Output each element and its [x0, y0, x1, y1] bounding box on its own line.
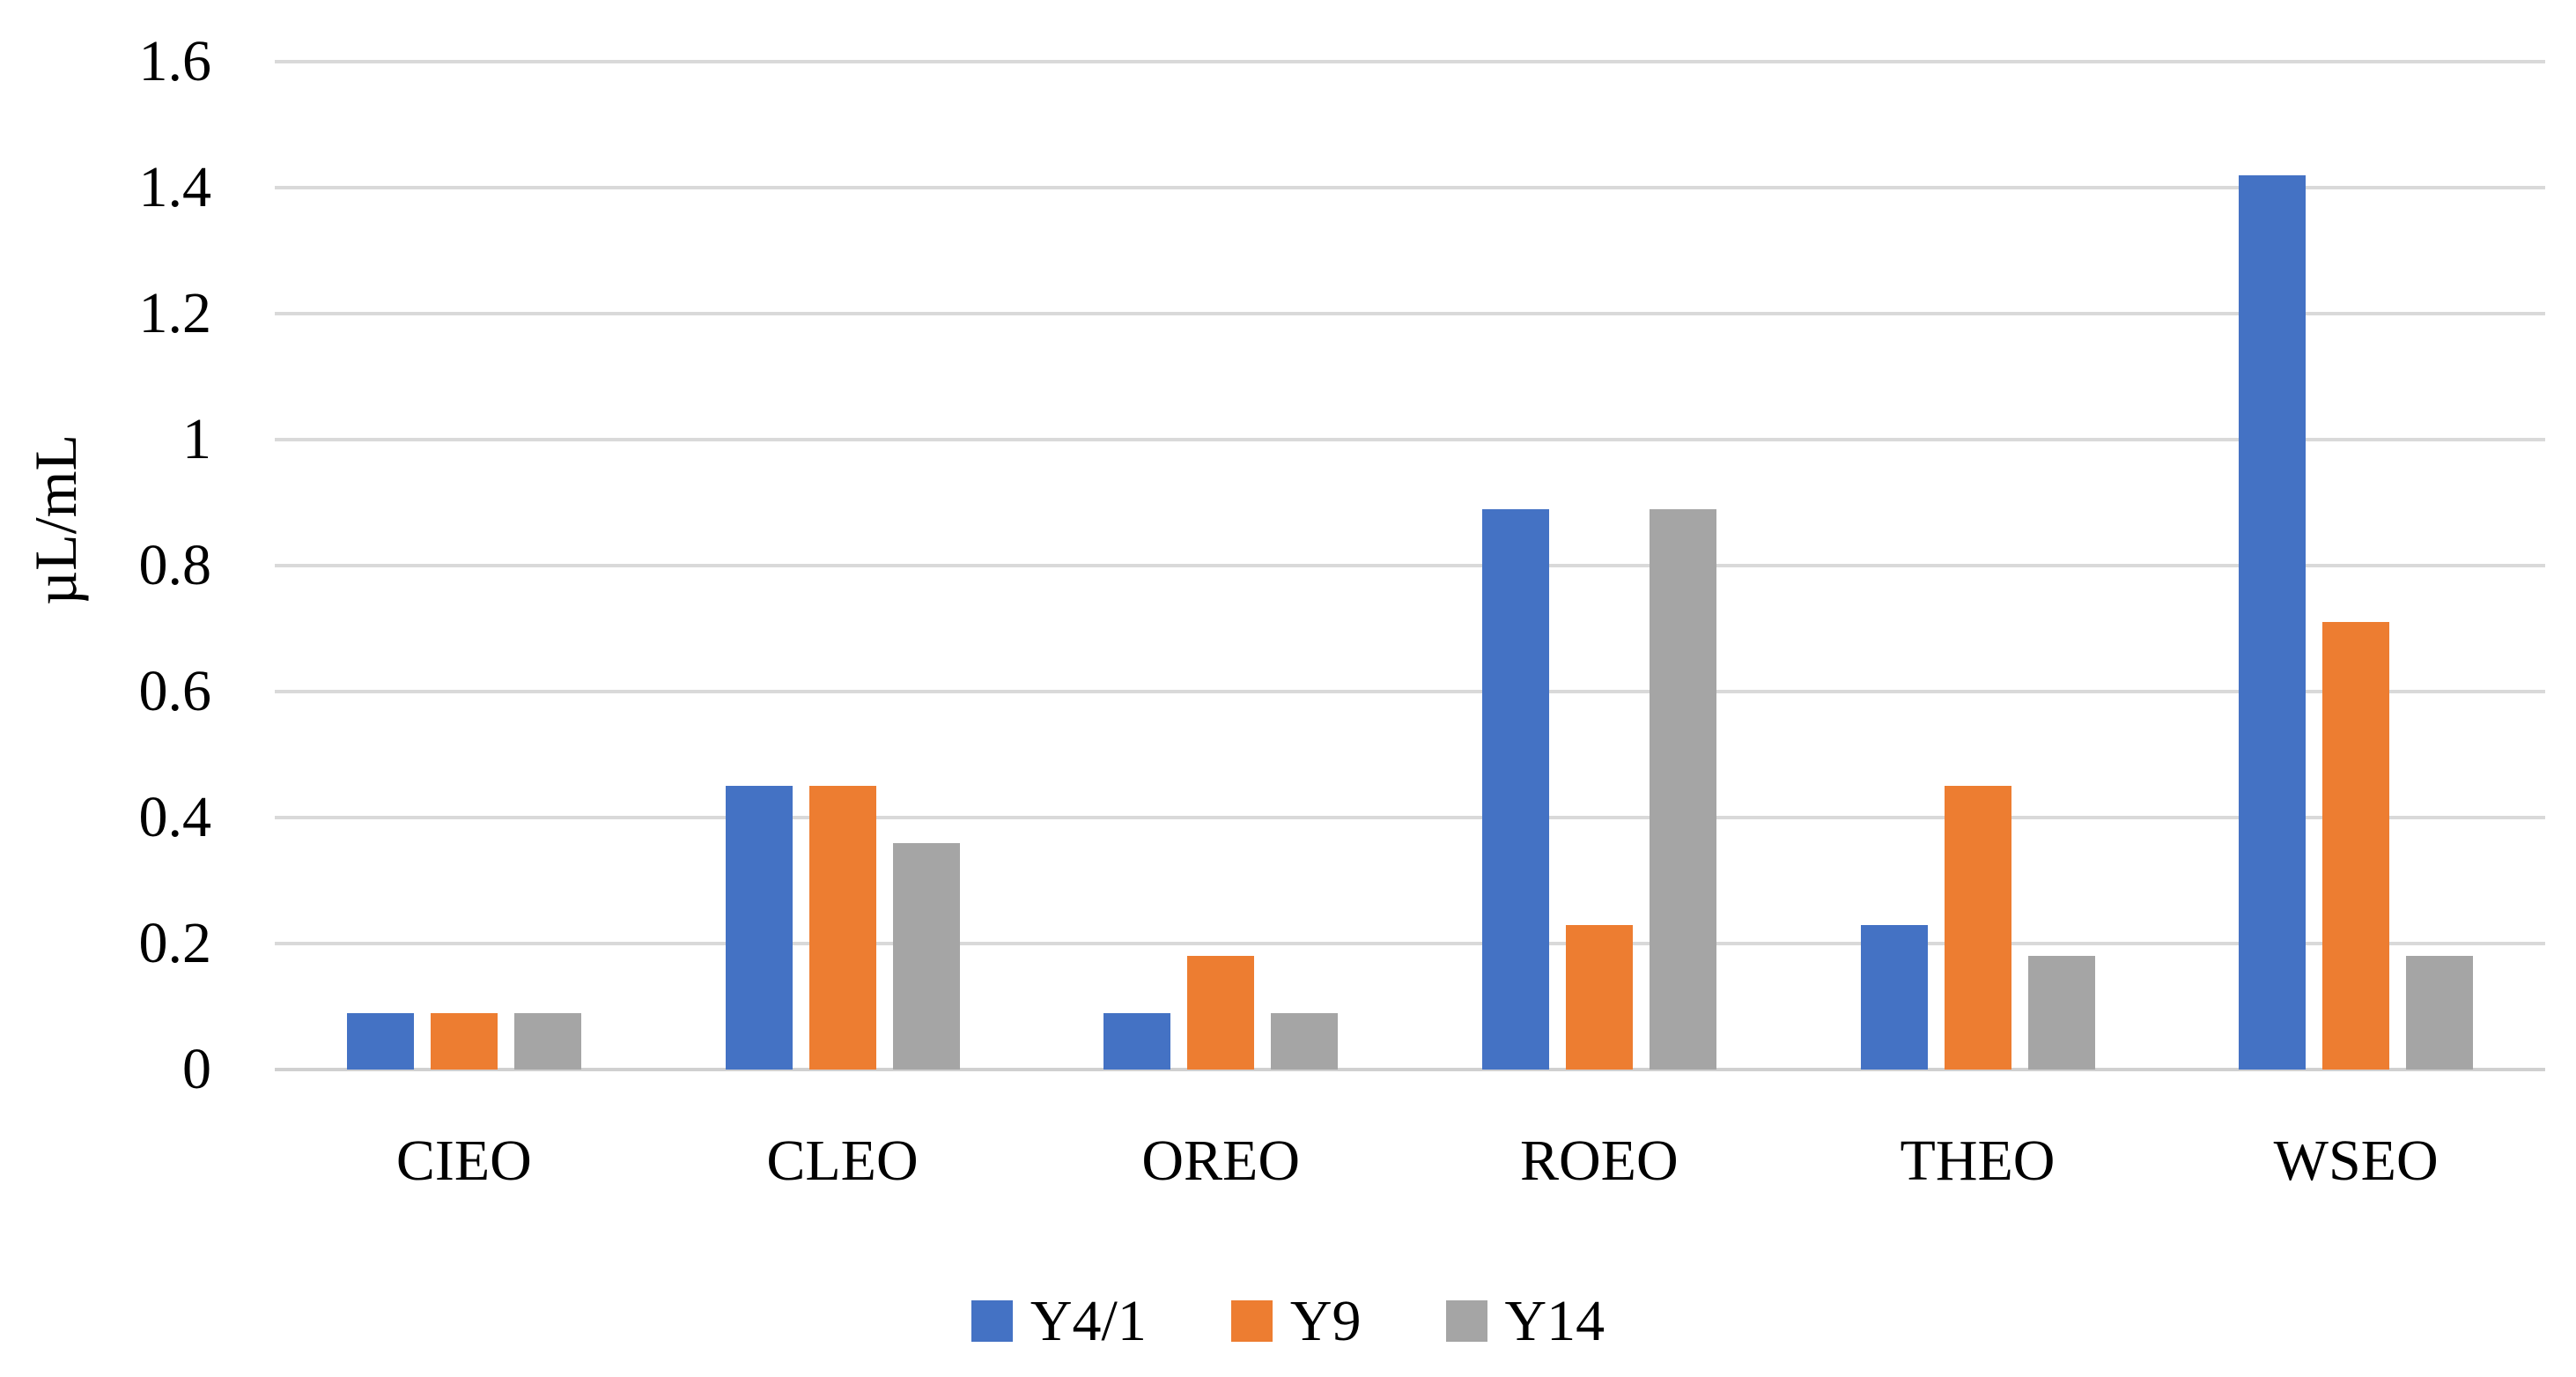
legend-item-y41: Y4/1: [971, 1292, 1147, 1351]
bar-oreo-y9: [1187, 956, 1255, 1070]
y-axis-tick-labels: 0 0.2 0.4 0.6 0.8 1 1.2 1.4 1.6: [0, 0, 212, 1377]
bar-wseo-y41: [2239, 175, 2307, 1070]
bar-wseo-y9: [2322, 622, 2390, 1070]
gridline-0.8: [275, 564, 2545, 567]
bar-oreo-y14: [1271, 1013, 1339, 1070]
bar-theo-y14: [2027, 956, 2095, 1070]
x-axis-line: [275, 1068, 2545, 1071]
legend-swatch-y41: [971, 1300, 1013, 1342]
bar-theo-y9: [1944, 786, 2011, 1070]
gridline-1.4: [275, 186, 2545, 189]
y-tick-label-1: 1: [182, 407, 211, 471]
bar-cieo-y14: [513, 1013, 581, 1070]
gridline-1.6: [275, 60, 2545, 63]
y-tick-label-0.4: 0.4: [138, 785, 212, 849]
x-category-label-cleo: CLEO: [766, 1129, 919, 1193]
legend-swatch-y9: [1230, 1300, 1273, 1342]
bar-roeo-y9: [1565, 925, 1633, 1070]
gridline-1.2: [275, 312, 2545, 315]
x-category-label-wseo: WSEO: [2273, 1129, 2439, 1193]
y-tick-label-0: 0: [182, 1037, 211, 1101]
bar-wseo-y14: [2406, 956, 2474, 1070]
x-category-label-cieo: CIEO: [395, 1129, 532, 1193]
legend-label-y41: Y4/1: [1030, 1288, 1147, 1353]
y-tick-label-1.2: 1.2: [138, 281, 212, 345]
gridline-0.2: [275, 942, 2545, 945]
x-category-label-theo: THEO: [1900, 1129, 2056, 1193]
legend-label-y9: Y9: [1289, 1288, 1362, 1353]
y-tick-label-0.2: 0.2: [138, 911, 212, 975]
legend-item-y14: Y14: [1445, 1288, 1605, 1353]
legend: Y4/1 Y9 Y14: [0, 1288, 2576, 1354]
gridline-0.6: [275, 690, 2545, 693]
bar-roeo-y41: [1481, 509, 1549, 1070]
bar-cieo-y9: [430, 1013, 498, 1070]
bar-theo-y41: [1860, 925, 1928, 1070]
bar-cleo-y14: [892, 843, 960, 1070]
x-category-label-roeo: ROEO: [1519, 1129, 1679, 1193]
bar-cieo-y41: [346, 1013, 414, 1070]
bar-cleo-y9: [808, 786, 876, 1070]
plot-area: [275, 60, 2545, 1071]
legend-label-y14: Y14: [1504, 1288, 1605, 1353]
x-category-label-oreo: OREO: [1141, 1129, 1300, 1193]
bar-cleo-y41: [725, 786, 793, 1070]
x-axis-category-labels: CIEO CLEO OREO ROEO THEO WSEO: [275, 1132, 2545, 1203]
gridline-0.4: [275, 816, 2545, 819]
y-tick-label-0.8: 0.8: [138, 533, 212, 597]
bar-oreo-y41: [1103, 1013, 1171, 1070]
bar-roeo-y14: [1649, 509, 1716, 1070]
legend-swatch-y14: [1445, 1300, 1487, 1342]
legend-item-y9: Y9: [1230, 1288, 1362, 1353]
y-tick-label-1.6: 1.6: [138, 29, 212, 93]
y-tick-label-0.6: 0.6: [138, 659, 212, 723]
gridline-1: [275, 438, 2545, 441]
y-tick-label-1.4: 1.4: [138, 155, 212, 219]
